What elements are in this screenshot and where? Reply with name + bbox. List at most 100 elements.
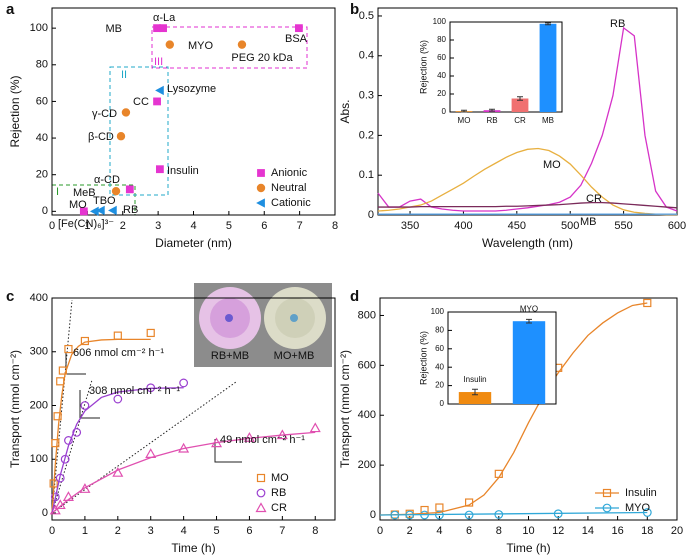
legend-marker: [256, 183, 266, 193]
x-tick-label: 0: [377, 525, 383, 537]
bar: [511, 98, 529, 112]
y-tick-label: 0.1: [359, 169, 374, 181]
point: [179, 378, 189, 388]
x-axis-label: Wavelength (nm): [482, 236, 573, 250]
x-tick-label: 4: [181, 525, 187, 537]
bar: [458, 392, 492, 404]
x-tick-label: 4: [436, 525, 442, 537]
y-tick-label: 0.4: [359, 50, 374, 62]
point: [121, 108, 131, 117]
legend-marker: [256, 473, 266, 483]
y-tick-label: 0.3: [359, 89, 374, 101]
category-label: Insulin: [463, 375, 486, 384]
annotation: γ-CD: [92, 108, 117, 120]
y-tick-label: 0: [42, 205, 48, 217]
point: [125, 185, 134, 194]
y-tick-label: 0: [370, 509, 376, 521]
x-tick-label: 5: [226, 220, 232, 232]
category-label: RB: [486, 116, 497, 125]
annotation: 606 nmol cm⁻² h⁻¹: [73, 347, 164, 359]
point: [56, 377, 65, 386]
annotation: CC: [133, 96, 149, 108]
y-tick-label: 800: [358, 309, 376, 321]
x-tick-label: 16: [611, 525, 623, 537]
annotation: α-CD: [94, 174, 120, 186]
x-tick-label: 8: [496, 525, 502, 537]
x-tick-label: 20: [671, 525, 683, 537]
x-tick-label: 350: [401, 220, 419, 232]
category-label: MB: [542, 116, 554, 125]
y-tick-label: 40: [36, 132, 48, 144]
panel-label: b: [350, 1, 359, 18]
point: [237, 40, 247, 49]
annotation: PEG 20 kDa: [231, 52, 293, 64]
y-tick-label: 80: [437, 35, 446, 44]
annotation: MO: [69, 199, 87, 211]
legend-marker: [257, 169, 265, 177]
y-tick-label: 80: [36, 59, 48, 71]
y-tick-label: 100: [431, 307, 445, 316]
point: [51, 439, 60, 448]
annotation: III: [154, 56, 163, 68]
point: [146, 328, 155, 338]
legend-label: CR: [271, 502, 287, 514]
point: [243, 432, 255, 442]
region-box: [109, 66, 169, 196]
point: [95, 205, 105, 216]
point: [309, 422, 321, 433]
point: [295, 24, 303, 33]
point: [464, 510, 474, 520]
legend-marker: [256, 488, 266, 498]
bar: [539, 23, 557, 112]
x-tick-label: 1: [84, 220, 90, 232]
annotation: TBO: [93, 195, 116, 207]
photo: [194, 283, 332, 367]
x-tick-label: 0: [49, 220, 55, 232]
line: [377, 26, 678, 212]
x-tick-label: 6: [246, 525, 252, 537]
line: [379, 511, 648, 516]
x-tick-label: 1: [82, 525, 88, 537]
point: [80, 401, 90, 410]
y-tick-label: 100: [30, 22, 48, 34]
x-axis-label: Time (h): [506, 541, 550, 555]
y-tick-label: 20: [36, 169, 48, 181]
region-box: [151, 26, 308, 69]
error-bar: [545, 22, 551, 26]
legend-label: Cationic: [271, 197, 311, 209]
y-tick-label: 100: [30, 453, 48, 465]
x-tick-label: 8: [312, 525, 318, 537]
x-tick-label: 3: [155, 220, 161, 232]
x-tick-label: 6: [466, 525, 472, 537]
annotation: BSA: [285, 33, 308, 45]
panel-label: a: [6, 1, 15, 18]
point: [79, 207, 88, 216]
x-tick-label: 600: [668, 220, 686, 232]
y-tick-label: 40: [437, 71, 446, 80]
error-bar: [526, 318, 532, 324]
point: [113, 331, 122, 340]
y-tick-label: 200: [358, 459, 376, 471]
legend-label: RB: [271, 487, 286, 499]
point: [79, 483, 91, 493]
y-tick-label: 400: [358, 409, 376, 421]
category-label: MYO: [520, 304, 538, 313]
rate-brackets: [65, 353, 242, 463]
y-tick-label: 300: [30, 346, 48, 358]
panel-label: d: [350, 288, 359, 305]
y-axis-label: Transport (nmol cm⁻²): [8, 350, 22, 468]
point: [155, 165, 164, 174]
y-tick-label: 60: [437, 53, 446, 62]
annotation: β-CD: [88, 131, 114, 143]
annotation: RB: [123, 204, 138, 216]
annotation: Lysozyme: [167, 83, 216, 95]
x-tick-label: 5: [213, 525, 219, 537]
y-axis-label: Abs.: [338, 99, 352, 123]
y-tick-label: 0.2: [359, 129, 374, 141]
x-tick-label: 450: [508, 220, 526, 232]
y-tick-label: 0: [368, 209, 374, 221]
x-tick-label: 400: [454, 220, 472, 232]
x-tick-label: 14: [582, 525, 594, 537]
point: [165, 40, 174, 49]
y-tick-label: 20: [435, 381, 444, 390]
